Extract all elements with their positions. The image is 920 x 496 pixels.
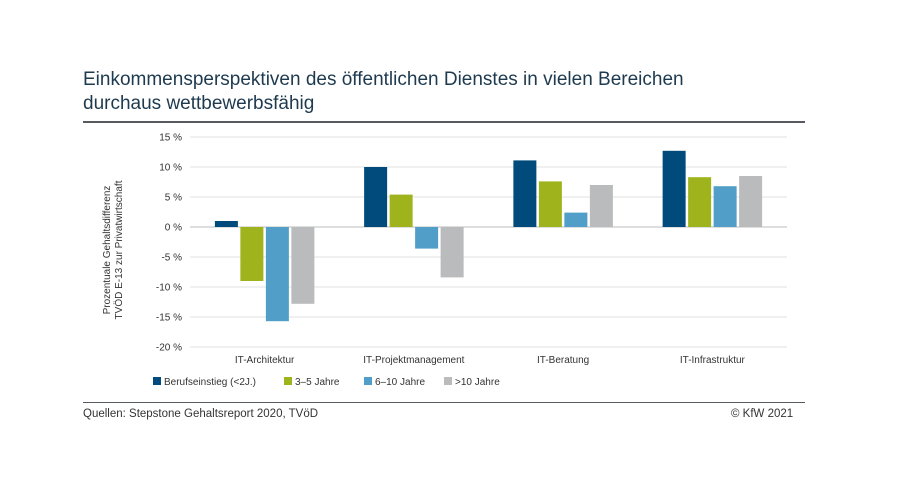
- bar: [389, 194, 413, 227]
- legend: Berufseinstieg (<2J.) 3–5 Jahre 6–10 Jahre…: [153, 377, 500, 388]
- legend-swatch: [153, 377, 161, 385]
- bar: [415, 227, 439, 249]
- x-category-label: IT-Projektmanagement: [363, 355, 464, 366]
- y-tick-label: 0 %: [165, 223, 182, 234]
- x-category-label: IT-Beratung: [537, 355, 589, 366]
- x-axis-category-labels: IT-Architektur IT-Projektmanagement IT-Ber…: [235, 355, 746, 366]
- bar: [440, 227, 464, 278]
- source-note: Quellen: Stepstone Gehaltsreport 2020, T…: [83, 408, 319, 420]
- bar: [589, 185, 613, 227]
- y-tick-label: 15 %: [159, 133, 182, 144]
- bar: [513, 160, 537, 227]
- title-divider: [83, 121, 805, 123]
- y-tick-label: 5 %: [165, 193, 182, 204]
- legend-label: Berufseinstieg (<2J.): [164, 377, 256, 388]
- bar: [240, 227, 264, 281]
- bar: [291, 227, 315, 304]
- bar: [538, 181, 562, 227]
- x-category-label: IT-Infrastruktur: [680, 355, 746, 366]
- legend-label: >10 Jahre: [455, 377, 500, 388]
- y-tick-label: -10 %: [156, 283, 182, 294]
- y-tick-label: 10 %: [159, 163, 182, 174]
- bar: [688, 177, 712, 227]
- grid-lines: [190, 136, 787, 348]
- chart-title-line-1: Einkommensperspektiven des öffentlichen …: [83, 69, 684, 90]
- legend-label: 6–10 Jahre: [375, 377, 425, 388]
- y-axis-tick-labels: 15 % 10 % 5 % 0 % -5 % -10 % -15 % -20 %: [156, 133, 182, 354]
- bar-chart: 15 % 10 % 5 % 0 % -5 % -10 % -15 % -20 % IT-Arc…: [102, 133, 787, 388]
- y-tick-label: -15 %: [156, 313, 182, 324]
- chart-title-line-2: durchaus wettbewerbsfähig: [83, 93, 315, 114]
- legend-label: 3–5 Jahre: [295, 377, 340, 388]
- copyright: © KfW 2021: [731, 408, 794, 420]
- legend-swatch: [284, 377, 292, 385]
- bar: [364, 167, 388, 227]
- y-axis-label-line-2: TVÖD E-13 zur Privatwirtschaft: [113, 180, 125, 319]
- bar: [713, 186, 737, 227]
- bar: [739, 176, 763, 227]
- legend-swatch: [444, 377, 452, 385]
- bar: [564, 212, 588, 227]
- legend-swatch: [364, 377, 372, 385]
- x-category-label: IT-Architektur: [235, 355, 295, 366]
- chart-title: Einkommensperspektiven des öffentlichen …: [83, 68, 783, 116]
- y-axis-label-line-1: Prozentuale Gehaltsdifferenz: [102, 186, 113, 315]
- bar: [265, 227, 289, 322]
- y-tick-label: -5 %: [161, 253, 182, 264]
- bar: [214, 221, 238, 227]
- bar: [662, 150, 686, 227]
- y-tick-label: -20 %: [156, 343, 182, 354]
- y-axis-label: Prozentuale Gehaltsdifferenz TVÖD E-13 z…: [102, 180, 125, 319]
- footer-divider: [83, 402, 805, 403]
- bars: [214, 150, 763, 322]
